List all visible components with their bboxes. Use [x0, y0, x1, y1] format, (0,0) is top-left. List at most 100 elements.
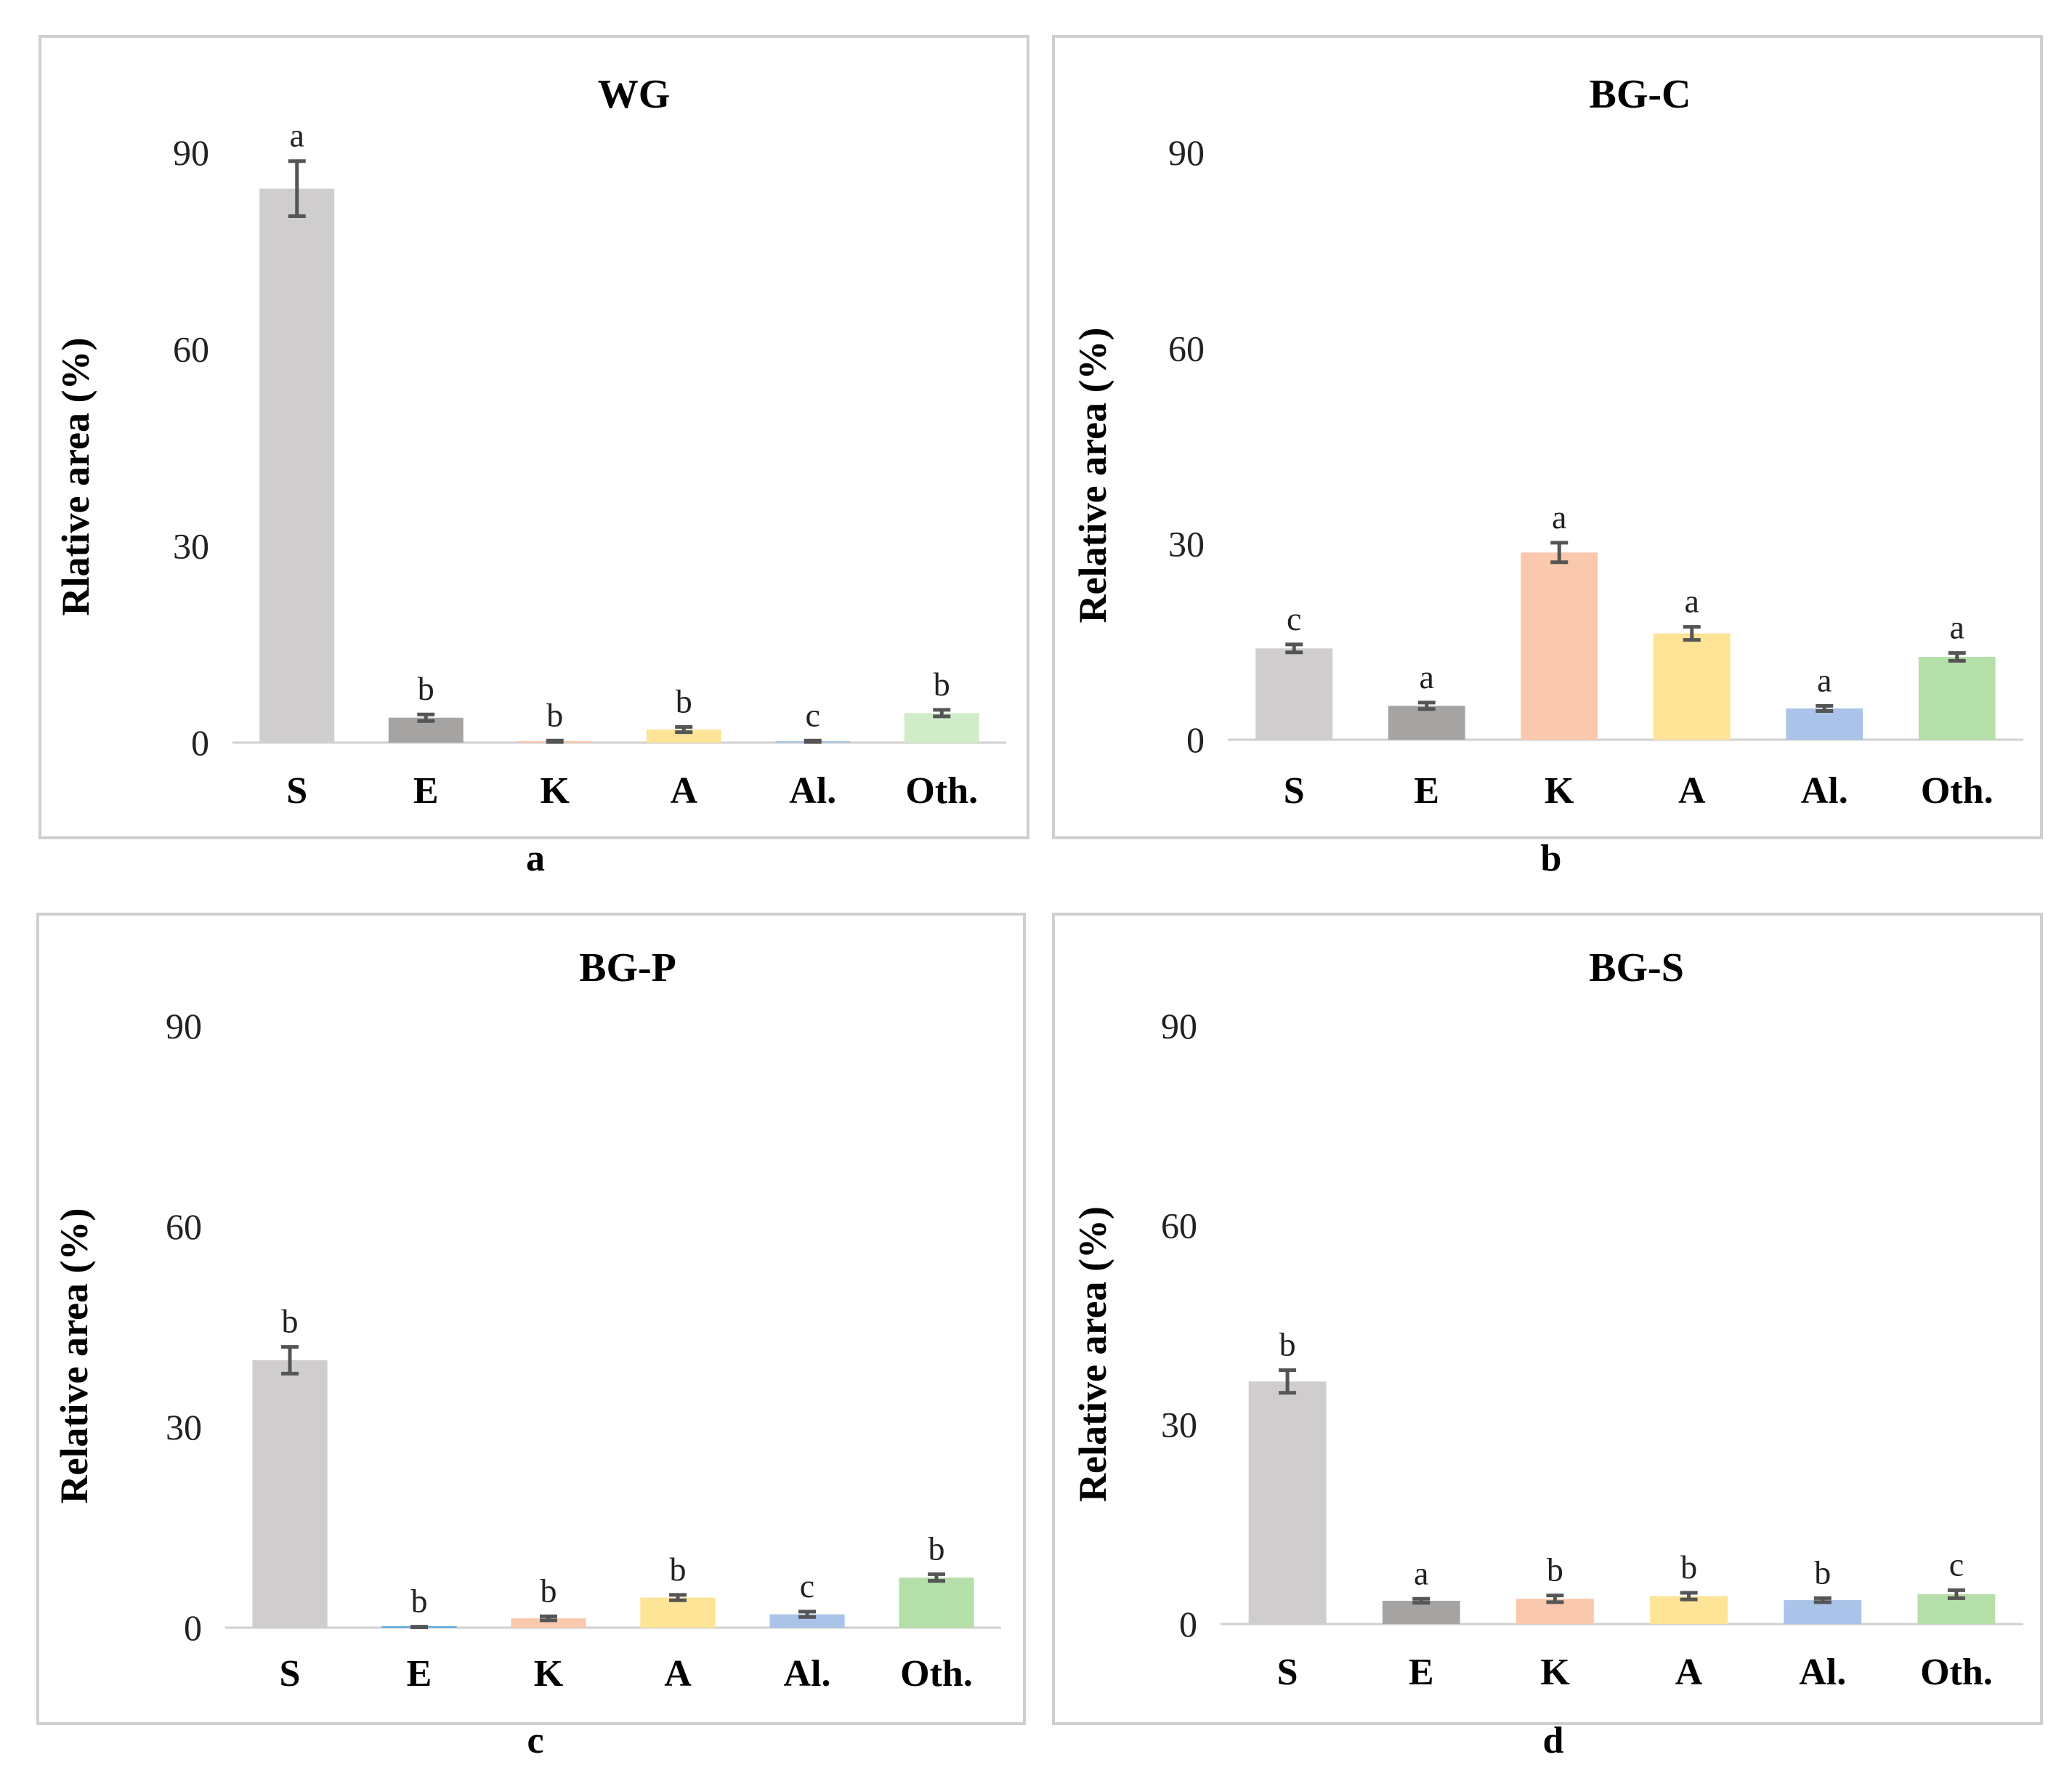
significance-label: c: [1287, 600, 1301, 637]
x-tick-label: E: [1409, 1652, 1434, 1693]
x-tick-label: S: [1284, 770, 1305, 812]
error-bar: [540, 1614, 557, 1623]
error-bar: [410, 1625, 428, 1630]
significance-label: b: [670, 1551, 687, 1588]
significance-label: a: [1414, 1554, 1428, 1591]
bar-oth: [899, 1578, 974, 1628]
chart-title: BG-C: [1590, 72, 1691, 117]
error-bar: [1947, 1588, 1965, 1600]
y-tick-label: 60: [1161, 1205, 1197, 1245]
bar-a: [640, 1597, 716, 1628]
y-tick-label: 0: [191, 722, 209, 763]
significance-label: b: [1279, 1326, 1296, 1363]
y-axis-label: Relative area (%): [1071, 1206, 1114, 1502]
y-tick-label: 90: [1168, 132, 1205, 173]
bar-k: [511, 1618, 586, 1628]
significance-label: b: [546, 696, 563, 733]
y-tick-label: 30: [173, 525, 209, 566]
x-tick-label: K: [1545, 770, 1574, 812]
bar-s: [1255, 648, 1333, 740]
error-bar: [1948, 651, 1966, 663]
x-tick-label: K: [534, 1653, 564, 1695]
error-bar: [804, 738, 822, 744]
bar-k: [1521, 552, 1598, 740]
significance-label: c: [1949, 1546, 1964, 1583]
x-tick-label: S: [280, 1653, 301, 1695]
significance-label: c: [806, 696, 820, 733]
error-bar: [1813, 1596, 1832, 1604]
x-tick-label: Oth.: [900, 1653, 973, 1695]
y-tick-label: 60: [1168, 328, 1205, 368]
bar-a: [646, 729, 721, 743]
x-tick-label: Oth.: [1920, 1652, 1993, 1693]
x-tick-label: S: [286, 770, 307, 812]
x-tick-label: E: [1414, 770, 1439, 812]
panel-caption: d: [1543, 1720, 1564, 1761]
x-tick-label: A: [670, 770, 697, 812]
error-bar: [1683, 625, 1701, 642]
bar-s: [259, 188, 335, 743]
significance-label: b: [411, 1583, 428, 1620]
significance-label: b: [1547, 1551, 1563, 1588]
chart-title: BG-P: [579, 945, 676, 990]
x-tick-label: A: [1675, 1652, 1703, 1693]
y-axis-label: Relative area (%): [52, 1208, 96, 1504]
y-tick-label: 60: [166, 1206, 202, 1247]
x-tick-label: Al.: [1799, 1652, 1846, 1693]
error-bar: [675, 724, 693, 735]
x-tick-label: Al.: [789, 770, 836, 812]
bar-oth: [1918, 656, 1996, 740]
error-bar: [1550, 541, 1569, 565]
x-tick-label: A: [664, 1653, 692, 1695]
significance-label: a: [1817, 661, 1832, 698]
y-tick-label: 30: [1161, 1405, 1197, 1445]
bar-al: [1784, 1600, 1862, 1624]
y-tick-label: 30: [166, 1407, 202, 1447]
error-bar: [546, 738, 564, 744]
significance-label: c: [800, 1567, 814, 1604]
x-tick-label: K: [541, 770, 570, 812]
x-tick-label: Oth.: [905, 770, 978, 812]
error-bar: [1680, 1591, 1698, 1602]
significance-label: a: [1950, 609, 1964, 646]
error-bar: [288, 159, 306, 219]
x-tick-label: A: [1678, 770, 1706, 812]
significance-label: a: [1420, 658, 1434, 695]
bar-s: [252, 1360, 328, 1628]
error-bar: [933, 708, 951, 719]
significance-label: a: [1552, 498, 1566, 536]
significance-label: b: [418, 670, 434, 707]
significance-label: b: [541, 1572, 557, 1609]
x-tick-label: Oth.: [1921, 770, 1994, 812]
panel-caption: c: [527, 1720, 543, 1761]
error-bar: [1285, 642, 1303, 655]
chart-panel-2: BG-C 0 30 60 90 Relative area (%) c Sa Ea Ka Aa Al.…: [1052, 35, 2043, 879]
y-tick-label: 0: [184, 1607, 202, 1648]
y-axis-label: Rlative area (%): [54, 338, 97, 616]
panel-frame: [36, 913, 1026, 1725]
x-tick-label: Al.: [1801, 770, 1848, 812]
panel-frame: [39, 35, 1029, 839]
bar-e: [1388, 706, 1465, 740]
chart-title: BG-S: [1589, 945, 1684, 990]
chart-panel-4: BG-S 0 30 60 90 Relative area (%) b Sa Eb Kb Ab Al.…: [1052, 913, 2043, 1761]
y-tick-label: 90: [1161, 1006, 1197, 1046]
error-bar: [1417, 700, 1436, 711]
x-tick-label: Al.: [784, 1653, 831, 1695]
error-bar: [1546, 1594, 1564, 1604]
x-tick-label: E: [413, 770, 439, 812]
y-tick-label: 0: [1179, 1604, 1197, 1644]
y-tick-label: 0: [1186, 719, 1205, 760]
bar-e: [1382, 1600, 1460, 1624]
bar-al: [769, 1614, 845, 1628]
significance-label: b: [282, 1303, 299, 1340]
error-bar: [928, 1572, 945, 1583]
panel-caption: b: [1541, 838, 1562, 879]
significance-label: b: [676, 682, 692, 719]
significance-label: b: [1814, 1554, 1831, 1591]
significance-label: a: [290, 117, 304, 154]
y-axis-label: Relative area (%): [1071, 328, 1114, 623]
